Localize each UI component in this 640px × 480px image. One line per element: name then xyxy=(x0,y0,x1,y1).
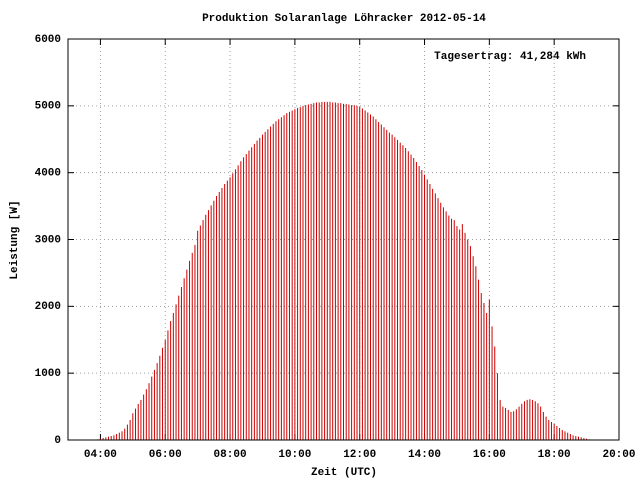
x-tick-label: 08:00 xyxy=(214,449,247,461)
y-tick-label: 2000 xyxy=(35,301,61,313)
x-tick-label: 12:00 xyxy=(343,449,376,461)
x-tick-label: 06:00 xyxy=(149,449,182,461)
x-tick-label: 14:00 xyxy=(408,449,441,461)
y-axis-label: Leistung [W] xyxy=(9,200,21,279)
x-tick-label: 16:00 xyxy=(473,449,506,461)
x-tick-label: 18:00 xyxy=(538,449,571,461)
y-tick-label: 6000 xyxy=(35,34,61,46)
y-tick-label: 3000 xyxy=(35,234,61,246)
chart-title: Produktion Solaranlage Löhracker 2012-05… xyxy=(202,13,486,25)
x-tick-label: 04:00 xyxy=(84,449,117,461)
y-tick-label: 4000 xyxy=(35,168,61,180)
annotation: Tagesertrag: 41,284 kWh xyxy=(434,51,586,63)
y-tick-label: 1000 xyxy=(35,368,61,380)
x-tick-label: 10:00 xyxy=(278,449,311,461)
x-tick-label: 20:00 xyxy=(602,449,635,461)
x-axis-label: Zeit (UTC) xyxy=(311,467,377,479)
y-tick-label: 0 xyxy=(54,435,61,447)
y-tick-label: 5000 xyxy=(35,101,61,113)
plot-frame xyxy=(67,38,620,441)
